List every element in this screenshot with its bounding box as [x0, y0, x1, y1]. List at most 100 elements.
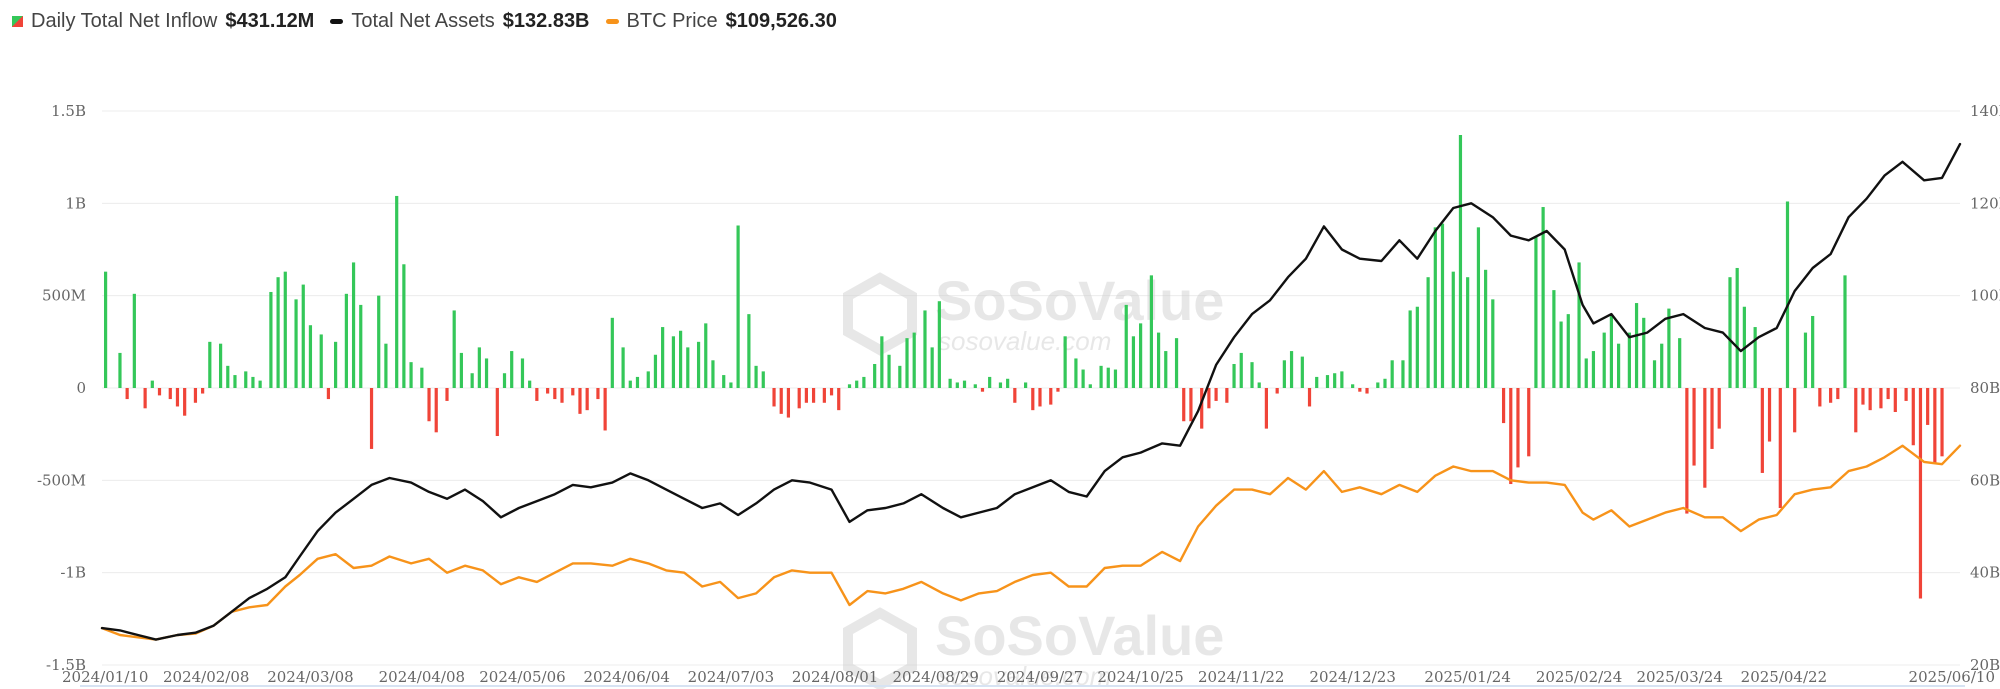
y-right-tick: 80B	[1970, 379, 2000, 397]
inflow-bar	[409, 362, 413, 388]
inflow-bar	[1113, 369, 1118, 388]
x-tick: 2024/12/23	[1309, 668, 1395, 686]
inflow-bar	[1818, 388, 1822, 407]
legend-item-inflow[interactable]: Daily Total Net Inflow $431.12M	[12, 10, 314, 33]
inflow-bar	[1408, 310, 1412, 388]
watermark-logo-icon	[843, 272, 917, 356]
inflow-bar	[829, 388, 834, 396]
inflow-bar	[779, 388, 783, 414]
y-left-tick: 500M	[42, 287, 86, 305]
inflow-bar	[445, 388, 449, 401]
inflow-bar	[1275, 388, 1279, 394]
inflow-bar	[855, 380, 859, 388]
inflow-bar	[1566, 314, 1570, 388]
inflow-bar	[786, 388, 791, 418]
inflow-bar	[1627, 332, 1631, 388]
x-tick: 2024/07/03	[688, 668, 774, 686]
inflow-bar	[621, 347, 625, 388]
inflow-bar	[1214, 388, 1218, 401]
inflow-bar	[395, 195, 399, 388]
inflow-bar	[1491, 299, 1495, 388]
inflow-bar	[736, 225, 740, 388]
inflow-bar	[333, 341, 338, 388]
chart-legend: Daily Total Net Inflow $431.12M Total Ne…	[12, 6, 837, 36]
inflow-bar	[553, 388, 557, 400]
inflow-bar	[1933, 388, 1937, 464]
inflow-bar	[344, 293, 348, 388]
inflow-bar	[628, 380, 632, 388]
inflow-bar	[157, 388, 162, 396]
y-axis-left: 1.5B 1B 500M 0 -500M -1B -1.5B	[37, 102, 86, 674]
y-right-tick: 120B	[1970, 194, 2000, 212]
x-tick: 2024/08/01	[792, 668, 878, 686]
inflow-bar	[988, 376, 992, 388]
inflow-bar	[150, 380, 154, 388]
inflow-bar	[1552, 290, 1556, 388]
inflow-bar	[477, 347, 481, 388]
inflow-bar	[1106, 367, 1110, 388]
inflow-bar	[923, 310, 927, 388]
inflow-bar	[1415, 306, 1419, 388]
inflow-bar	[822, 388, 826, 403]
inflow-bar	[1642, 317, 1646, 388]
inflow-bar	[1225, 388, 1229, 403]
inflow-bar	[1534, 236, 1538, 388]
inflow-bar	[168, 388, 172, 400]
inflow-bar	[1365, 388, 1369, 394]
inflow-bar	[520, 358, 525, 388]
inflow-bar	[132, 293, 136, 388]
inflow-bar	[1340, 371, 1344, 388]
watermark-site: sosovalue.com	[938, 326, 1111, 356]
inflow-bar	[1056, 388, 1060, 392]
inflow-bar	[905, 338, 909, 388]
inflow-bar	[1149, 275, 1153, 388]
inflow-bar	[1591, 351, 1596, 388]
inflow-bar	[1315, 376, 1319, 388]
y-right-tick: 140B	[1970, 102, 2000, 120]
inflow-bar	[1182, 388, 1186, 422]
inflow-bar	[1282, 360, 1286, 388]
inflow-bar	[208, 341, 212, 388]
inflow-bar	[1509, 388, 1513, 485]
inflow-bar	[1692, 388, 1696, 466]
x-tick: 2024/11/22	[1198, 668, 1284, 686]
inflow-bar	[1527, 388, 1531, 457]
inflow-bar	[804, 388, 808, 403]
inflow-bar	[1006, 378, 1010, 388]
inflow-bar	[1484, 269, 1488, 388]
inflow-bar	[495, 388, 499, 437]
series-lines	[100, 142, 1962, 641]
inflow-bar	[1868, 388, 1872, 411]
inflow-bar	[1289, 351, 1294, 388]
inflow-bar	[761, 371, 765, 388]
grid-lines	[102, 110, 1960, 666]
inflow-bar	[351, 262, 356, 388]
inflow-bar	[143, 388, 147, 409]
inflow-bar	[452, 310, 456, 388]
watermark-site: sosovalue.com	[938, 661, 1111, 689]
inflow-bar	[1024, 382, 1028, 388]
x-tick: 2024/05/06	[479, 668, 565, 686]
inflow-bar	[301, 284, 305, 388]
inflow-bar	[1232, 363, 1236, 388]
x-axis: 2024/01/10 2024/02/08 2024/03/08 2024/04/08…	[62, 668, 1995, 686]
legend-item-btc[interactable]: BTC Price $109,526.30	[605, 10, 837, 33]
x-tick: 2025/02/24	[1536, 668, 1622, 686]
inflow-bar	[955, 382, 959, 388]
inflow-bar	[434, 388, 438, 433]
inflow-bar	[948, 378, 952, 388]
legend-item-assets[interactable]: Total Net Assets $132.83B	[330, 10, 590, 33]
inflow-bar	[1854, 388, 1858, 433]
inflow-bar	[1836, 388, 1840, 400]
inflow-bar	[560, 388, 564, 403]
inflow-bar	[887, 354, 891, 388]
inflow-bar	[1200, 388, 1204, 429]
inflow-bar	[1778, 388, 1782, 509]
y-right-tick: 40B	[1970, 564, 2000, 582]
y-left-tick: 0	[76, 379, 86, 397]
inflow-bar	[294, 299, 298, 388]
inflow-bar	[258, 380, 262, 388]
inflow-bar	[1753, 327, 1757, 388]
inflow-bar	[1803, 332, 1808, 388]
inflow-bar	[811, 388, 816, 403]
